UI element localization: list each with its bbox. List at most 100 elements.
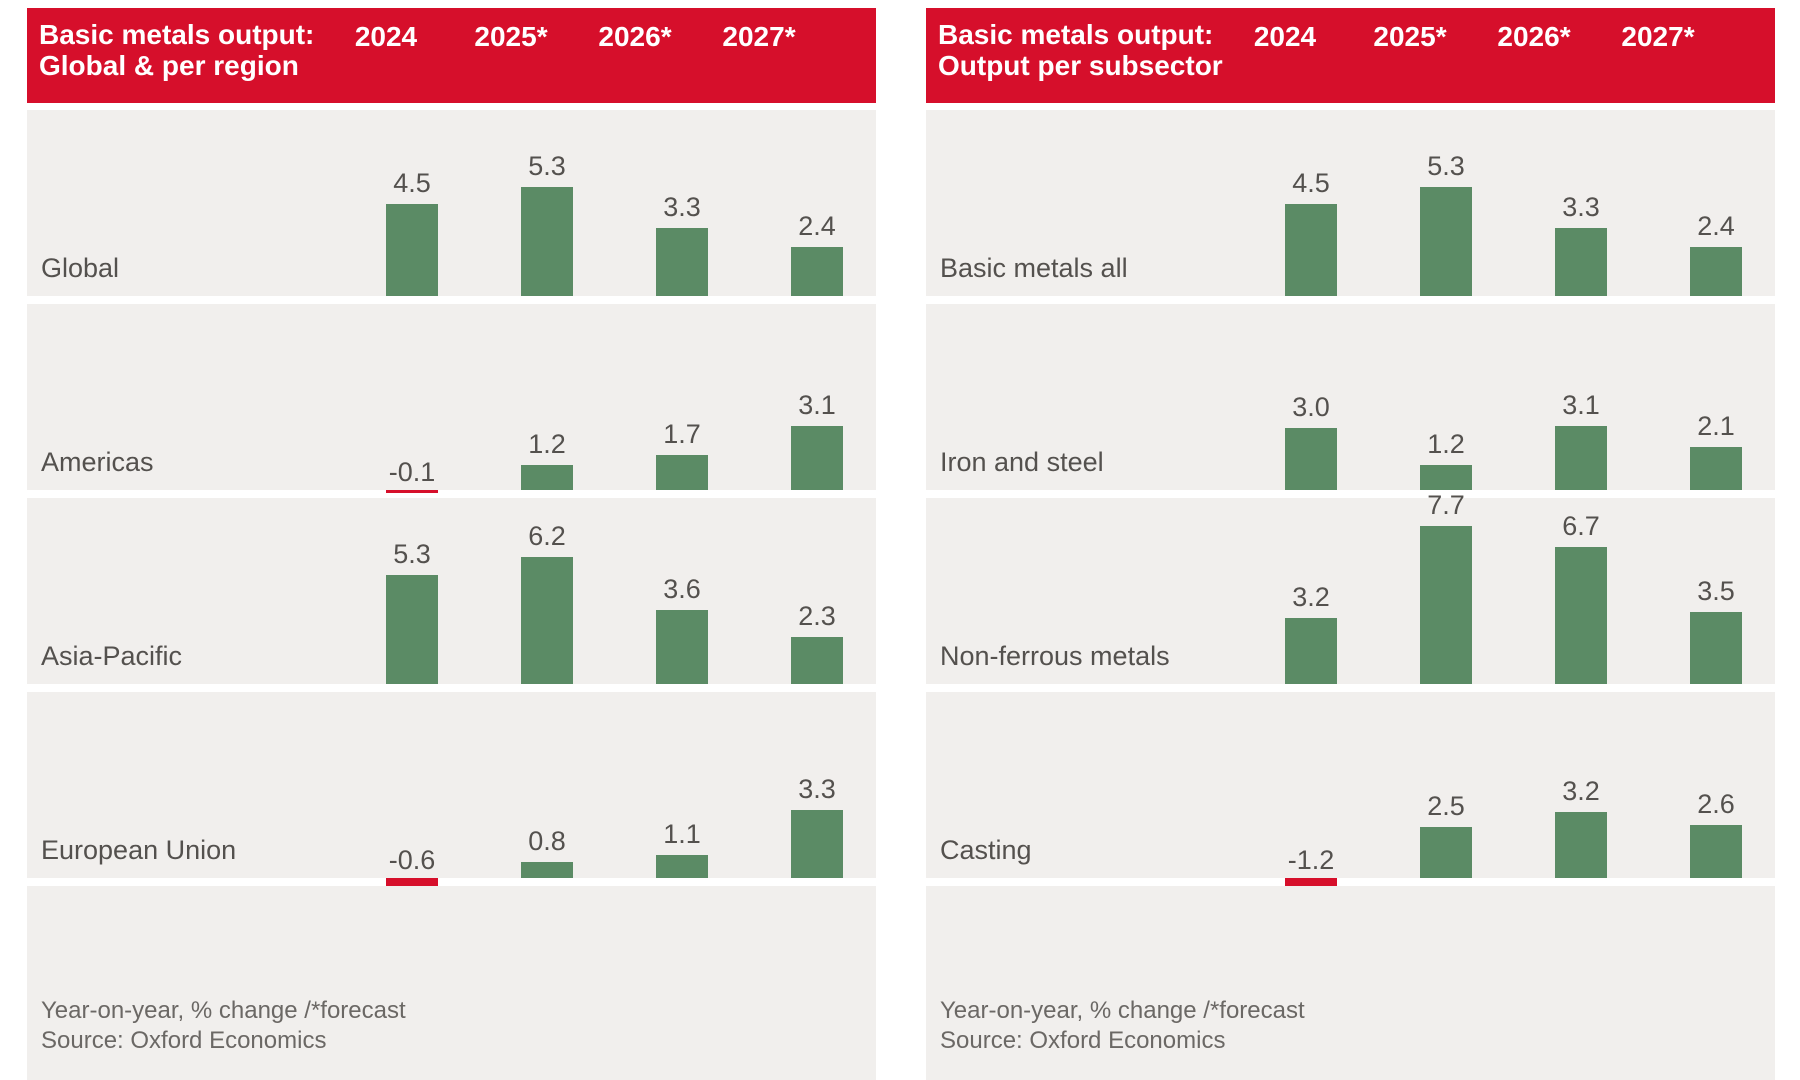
bar-non-ferrous-metals-2026 (1555, 547, 1607, 684)
value-label-iron-and-steel-2027: 2.1 (1697, 411, 1735, 441)
value-label-european-union-2027: 3.3 (798, 774, 836, 804)
column-header-2026: 2026* (598, 21, 672, 52)
title-line2: Global & per region (39, 50, 299, 81)
value-label-global-2026: 3.3 (663, 192, 701, 222)
bar-americas-2024 (386, 490, 438, 493)
footnote-line1: Year-on-year, % change /*forecast (940, 997, 1305, 1024)
value-label-global-2024: 4.5 (393, 168, 431, 198)
value-label-casting-2024: -1.2 (1287, 845, 1335, 875)
footnote-line2: Source: Oxford Economics (940, 1027, 1226, 1054)
bar-basic-metals-all-2025 (1420, 187, 1472, 296)
column-header-2027: 2027* (1621, 21, 1695, 52)
row-asia-pacific: Asia-Pacific 5.3 6.2 3.6 2.3 (27, 498, 876, 684)
value-label-global-2025: 5.3 (528, 151, 566, 181)
value-label-americas-2027: 3.1 (798, 390, 836, 420)
panel-regions-rows: Global 4.5 5.3 3.3 2.4 Americas -0.1 1.2 1.7 3.1 A… (27, 8, 876, 1080)
column-header-2026: 2026* (1497, 21, 1571, 52)
value-label-casting-2026: 3.2 (1562, 776, 1600, 806)
infographic: Basic metals output: Global & per region… (27, 8, 1775, 1080)
panel-regions-header: Basic metals output: Global & per region… (27, 8, 876, 103)
bar-casting-2027 (1690, 825, 1742, 878)
bar-asia-pacific-2027 (791, 637, 843, 684)
row-label-americas: Americas (41, 447, 154, 477)
column-header-2024: 2024 (1253, 21, 1317, 52)
bar-european-union-2025 (521, 862, 573, 878)
bar-asia-pacific-2025 (521, 557, 573, 684)
column-header-2024: 2024 (354, 21, 418, 52)
panel-subsectors-footer: Year-on-year, % change /*forecast Source… (926, 886, 1775, 1080)
bar-casting-2026 (1555, 812, 1607, 878)
title-line1: Basic metals output: (938, 19, 1214, 50)
bar-global-2025 (521, 187, 573, 296)
bar-iron-and-steel-2024 (1285, 428, 1337, 490)
title-line1: Basic metals output: (39, 19, 315, 50)
row-non-ferrous-metals: Non-ferrous metals 3.2 7.7 6.7 3.5 (926, 490, 1775, 684)
value-label-non-ferrous-metals-2025: 7.7 (1427, 490, 1465, 520)
bar-european-union-2026 (656, 855, 708, 878)
bar-basic-metals-all-2024 (1285, 204, 1337, 296)
panel-regions-footer: Year-on-year, % change /*forecast Source… (27, 886, 876, 1080)
value-label-basic-metals-all-2024: 4.5 (1292, 168, 1330, 198)
bar-iron-and-steel-2027 (1690, 447, 1742, 490)
value-label-asia-pacific-2027: 2.3 (798, 601, 836, 631)
bar-americas-2026 (656, 455, 708, 490)
value-label-iron-and-steel-2025: 1.2 (1427, 429, 1465, 459)
bar-non-ferrous-metals-2025 (1420, 526, 1472, 684)
row-european-union: European Union -0.6 0.8 1.1 3.3 (27, 692, 876, 890)
footnote: Year-on-year, % change /*forecast Source… (41, 996, 406, 1056)
value-label-basic-metals-all-2027: 2.4 (1697, 211, 1735, 241)
row-label-non-ferrous-metals: Non-ferrous metals (940, 641, 1170, 671)
row-label-iron-and-steel: Iron and steel (940, 447, 1104, 477)
panel-subsectors-title: Basic metals output: Output per subsecto… (938, 19, 1223, 81)
value-label-global-2027: 2.4 (798, 211, 836, 241)
panel-regions: Basic metals output: Global & per region… (27, 8, 876, 1080)
bar-global-2024 (386, 204, 438, 296)
row-label-asia-pacific: Asia-Pacific (41, 641, 183, 671)
value-label-european-union-2026: 1.1 (663, 819, 701, 849)
bar-asia-pacific-2024 (386, 575, 438, 684)
value-label-asia-pacific-2025: 6.2 (528, 521, 566, 551)
column-headers: 2024 2025* 2026* 2027* (27, 21, 876, 55)
bar-basic-metals-all-2027 (1690, 247, 1742, 296)
bar-european-union-2027 (791, 810, 843, 878)
value-label-iron-and-steel-2026: 3.1 (1562, 390, 1600, 420)
value-label-basic-metals-all-2025: 5.3 (1427, 151, 1465, 181)
column-headers: 2024 2025* 2026* 2027* (926, 21, 1775, 55)
bar-americas-2027 (791, 426, 843, 490)
value-label-americas-2024: -0.1 (388, 457, 436, 487)
value-label-americas-2026: 1.7 (663, 419, 701, 449)
value-label-americas-2025: 1.2 (528, 429, 566, 459)
row-label-global: Global (41, 253, 120, 283)
panel-regions-title: Basic metals output: Global & per region (39, 19, 314, 81)
bar-non-ferrous-metals-2027 (1690, 612, 1742, 684)
bar-basic-metals-all-2026 (1555, 228, 1607, 296)
bar-non-ferrous-metals-2024 (1285, 618, 1337, 684)
footnote-line2: Source: Oxford Economics (41, 1027, 327, 1054)
bar-global-2027 (791, 247, 843, 296)
value-label-european-union-2024: -0.6 (388, 845, 436, 875)
row-global: Global 4.5 5.3 3.3 2.4 (27, 110, 876, 296)
value-label-asia-pacific-2026: 3.6 (663, 574, 701, 604)
bar-casting-2025 (1420, 827, 1472, 878)
bar-iron-and-steel-2025 (1420, 465, 1472, 490)
row-americas: Americas -0.1 1.2 1.7 3.1 (27, 304, 876, 493)
column-header-2027: 2027* (722, 21, 796, 52)
value-label-non-ferrous-metals-2026: 6.7 (1562, 511, 1600, 541)
value-label-casting-2027: 2.6 (1697, 789, 1735, 819)
panel-subsectors-header: Basic metals output: Output per subsecto… (926, 8, 1775, 103)
value-label-european-union-2025: 0.8 (528, 826, 566, 856)
row-label-casting: Casting (940, 835, 1032, 865)
row-casting: Casting -1.2 2.5 3.2 2.6 (926, 692, 1775, 903)
value-label-non-ferrous-metals-2027: 3.5 (1697, 576, 1735, 606)
footnote-line1: Year-on-year, % change /*forecast (41, 997, 406, 1024)
value-label-basic-metals-all-2026: 3.3 (1562, 192, 1600, 222)
row-iron-and-steel: Iron and steel 3.0 1.2 3.1 2.1 (926, 304, 1775, 490)
row-basic-metals-all: Basic metals all 4.5 5.3 3.3 2.4 (926, 110, 1775, 296)
panel-subsectors: Basic metals output: Output per subsecto… (926, 8, 1775, 1080)
value-label-non-ferrous-metals-2024: 3.2 (1292, 582, 1330, 612)
bar-americas-2025 (521, 465, 573, 490)
row-label-basic-metals-all: Basic metals all (940, 253, 1128, 283)
column-header-2025: 2025* (474, 21, 548, 52)
value-label-casting-2025: 2.5 (1427, 791, 1465, 821)
bar-asia-pacific-2026 (656, 610, 708, 684)
